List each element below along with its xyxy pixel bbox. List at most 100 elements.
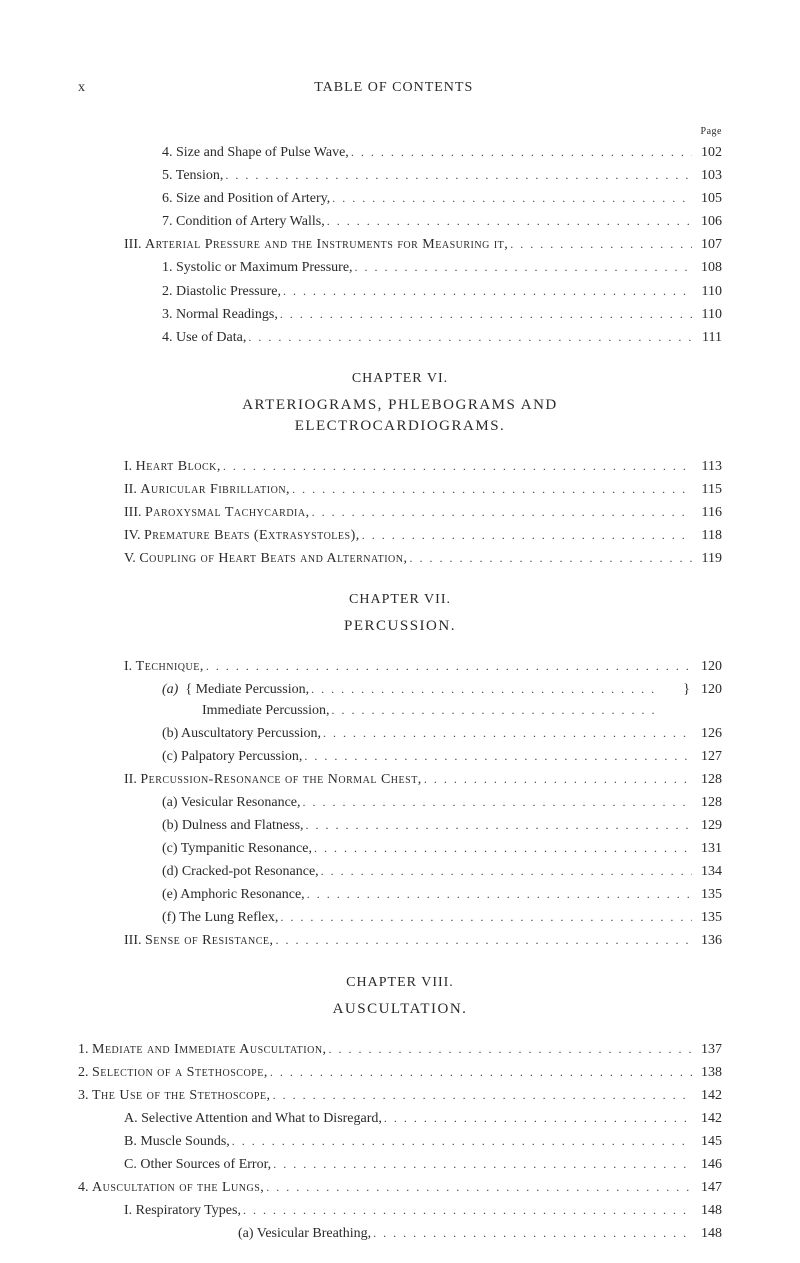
toc-page: 127 xyxy=(692,745,722,768)
leader-dots xyxy=(409,547,692,570)
running-header: x TABLE OF CONTENTS xyxy=(78,80,722,96)
leader-dots xyxy=(314,837,692,860)
toc-entry: 6. Size and Position of Artery, 105 xyxy=(78,187,722,210)
toc-entry: A. Selective Attention and What to Disre… xyxy=(78,1107,722,1130)
toc-page: 115 xyxy=(692,478,722,501)
toc-section: III. Arterial Pressure and the Instrumen… xyxy=(78,233,722,256)
leader-dots xyxy=(273,1084,692,1107)
chapter-subtitle: ARTERIOGRAMS, PHLEBOGRAMS ANDELECTROCARD… xyxy=(78,395,722,437)
toc-page: 108 xyxy=(692,256,722,279)
toc-page: 105 xyxy=(692,187,722,210)
toc-page: 128 xyxy=(692,791,722,814)
toc-entry: (d) Cracked-pot Resonance, 134 xyxy=(78,860,722,883)
toc-page: 148 xyxy=(692,1199,722,1222)
toc-page: } xyxy=(660,678,690,701)
toc-entry: 5. Tension, 103 xyxy=(78,164,722,187)
toc-entry: 3. Normal Readings, 110 xyxy=(78,303,722,326)
leader-dots xyxy=(362,524,692,547)
leader-dots xyxy=(223,455,692,478)
toc-section: III. Sense of Resistance, 136 xyxy=(78,929,722,952)
leader-dots xyxy=(304,745,692,768)
toc-label: 2. Diastolic Pressure, xyxy=(162,280,283,303)
toc-entry: C. Other Sources of Error, 146 xyxy=(78,1153,722,1176)
brace-prefix: (a) xyxy=(162,682,178,697)
leader-dots xyxy=(332,187,692,210)
leader-dots xyxy=(276,929,693,952)
leader-dots xyxy=(510,233,692,256)
toc-page: 120 xyxy=(690,678,722,701)
toc-section: II. Auricular Fibrillation, 115 xyxy=(78,478,722,501)
toc-label: 7. Condition of Artery Walls, xyxy=(162,210,327,233)
leader-dots xyxy=(225,164,692,187)
toc-page: 129 xyxy=(692,814,722,837)
toc-section: V. Coupling of Heart Beats and Alternati… xyxy=(78,547,722,570)
toc-entry: I. Respiratory Types, 148 xyxy=(78,1199,722,1222)
toc-entry: (b) Dulness and Flatness, 129 xyxy=(78,814,722,837)
toc-section: 3. The Use of the Stethoscope, 142 xyxy=(78,1084,722,1107)
toc-label: 3. Normal Readings, xyxy=(162,303,280,326)
leader-dots xyxy=(327,210,692,233)
toc-label: 4. Use of Data, xyxy=(162,326,248,349)
toc-page: 113 xyxy=(692,455,722,478)
toc-page: 146 xyxy=(692,1153,722,1176)
toc-entry: B. Muscle Sounds, 145 xyxy=(78,1130,722,1153)
toc-section: II. Percussion-Resonance of the Normal C… xyxy=(78,768,722,791)
toc-page: 145 xyxy=(692,1130,722,1153)
toc-page: 106 xyxy=(692,210,722,233)
leader-dots xyxy=(306,814,692,837)
leader-dots xyxy=(206,655,692,678)
leader-dots xyxy=(351,141,692,164)
toc-entry: 7. Condition of Artery Walls, 106 xyxy=(78,210,722,233)
toc-page: 137 xyxy=(692,1038,722,1061)
toc-entry: 1. Systolic or Maximum Pressure, 108 xyxy=(78,256,722,279)
brace-group: (a) { Mediate Percussion, } 120 Immediat… xyxy=(78,678,722,721)
section-prefix: III. xyxy=(124,237,145,252)
leader-dots xyxy=(307,883,692,906)
toc-label: III. Arterial Pressure and the Instrumen… xyxy=(124,233,510,256)
leader-dots xyxy=(355,256,692,279)
toc-section: IV. Premature Beats (Extrasystoles), 118 xyxy=(78,524,722,547)
toc-label: 1. Systolic or Maximum Pressure, xyxy=(162,256,355,279)
toc-entry: (e) Amphoric Resonance, 135 xyxy=(78,883,722,906)
leader-dots xyxy=(323,722,692,745)
leader-dots xyxy=(283,280,692,303)
chapter-subtitle: AUSCULTATION. xyxy=(78,999,722,1020)
toc-label: 5. Tension, xyxy=(162,164,225,187)
toc-entry: (c) Palpatory Percussion, 127 xyxy=(78,745,722,768)
chapter-subtitle: PERCUSSION. xyxy=(78,616,722,637)
toc-section: III. Paroxysmal Tachycardia, 116 xyxy=(78,501,722,524)
page-column-label: Page xyxy=(78,126,722,137)
toc-page: 120 xyxy=(692,655,722,678)
toc-page: 128 xyxy=(692,768,722,791)
toc-entry: (a) Vesicular Resonance, 128 xyxy=(78,791,722,814)
toc-page: 126 xyxy=(692,722,722,745)
toc-page: 110 xyxy=(692,280,722,303)
toc-page: 147 xyxy=(692,1176,722,1199)
toc-page: 148 xyxy=(692,1222,722,1245)
leader-dots xyxy=(312,501,692,524)
leader-dots xyxy=(303,791,692,814)
toc-page: 118 xyxy=(692,524,722,547)
toc-page: 102 xyxy=(692,141,722,164)
toc-page: 138 xyxy=(692,1061,722,1084)
leader-dots xyxy=(384,1107,692,1130)
chapter-title: CHAPTER VIII. xyxy=(78,975,722,991)
toc-section: 4. Auscultation of the Lungs, 147 xyxy=(78,1176,722,1199)
toc-page: 110 xyxy=(692,303,722,326)
leader-dots xyxy=(232,1130,692,1153)
leader-dots xyxy=(424,768,692,791)
toc-page: 142 xyxy=(692,1084,722,1107)
toc-page: 142 xyxy=(692,1107,722,1130)
toc-page: 103 xyxy=(692,164,722,187)
toc-entry: (f) The Lung Reflex, 135 xyxy=(78,906,722,929)
leader-dots xyxy=(248,326,692,349)
leader-dots xyxy=(292,478,692,501)
leader-dots xyxy=(270,1061,692,1084)
toc-label: 6. Size and Position of Artery, xyxy=(162,187,332,210)
toc-entry: Immediate Percussion, xyxy=(78,699,722,722)
toc-entry: 2. Diastolic Pressure, 110 xyxy=(78,280,722,303)
toc-entry: (a) Vesicular Breathing, 148 xyxy=(78,1222,722,1245)
toc-entry: 4. Use of Data, 111 xyxy=(78,326,722,349)
toc-section: 1. Mediate and Immediate Auscultation, 1… xyxy=(78,1038,722,1061)
toc-section: I. Heart Block, 113 xyxy=(78,455,722,478)
